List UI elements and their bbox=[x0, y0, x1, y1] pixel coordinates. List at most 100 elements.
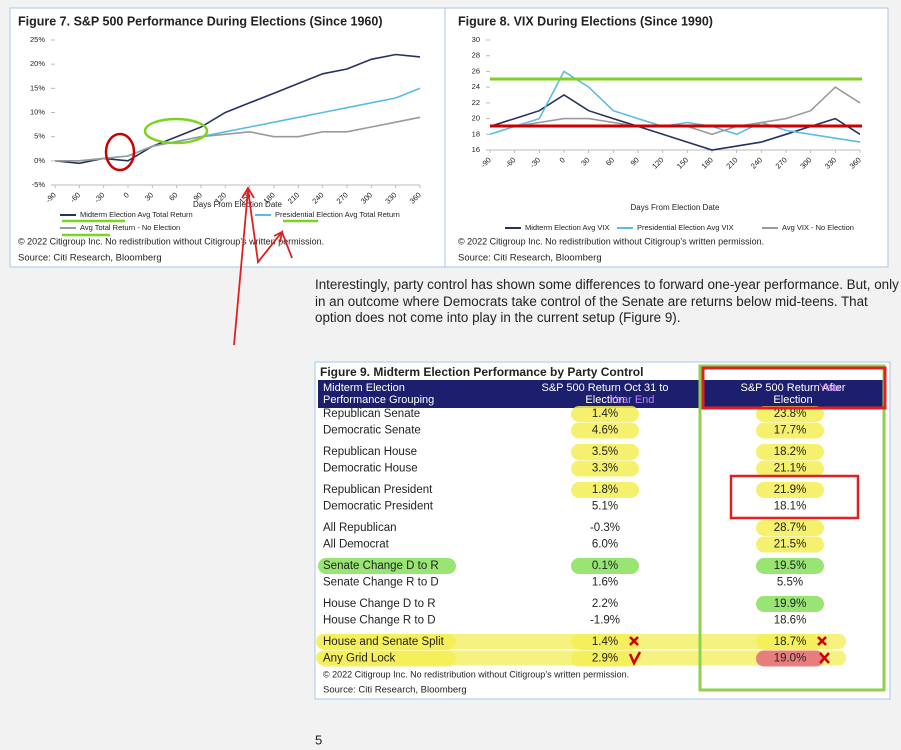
highlight bbox=[756, 460, 824, 477]
hand-annotations bbox=[62, 77, 887, 692]
row-label: Democratic House bbox=[323, 463, 418, 475]
highlight bbox=[756, 596, 824, 612]
y-tick-label: 28 bbox=[472, 51, 480, 60]
row-label: Democratic President bbox=[323, 501, 434, 513]
cell-value: 6.0% bbox=[592, 539, 618, 551]
cell-value: -0.3% bbox=[590, 522, 620, 534]
row-label: Republican House bbox=[323, 446, 417, 458]
cell-value: 19.0% bbox=[774, 653, 807, 665]
x-tick-label: 0 bbox=[122, 190, 131, 199]
cell-value: 5.5% bbox=[777, 577, 803, 589]
footnote: © 2022 Citigroup Inc. No redistribution … bbox=[323, 669, 629, 679]
chart-title: Figure 7. S&P 500 Performance During Ele… bbox=[18, 14, 382, 28]
row-label: Any Grid Lock bbox=[323, 653, 395, 665]
highlight bbox=[571, 482, 639, 498]
legend-label: Avg VIX - No Election bbox=[782, 223, 854, 232]
row-label: Senate Change R to D bbox=[323, 577, 439, 589]
series-line bbox=[55, 116, 421, 162]
table-title: Figure 9. Midterm Election Performance b… bbox=[320, 365, 643, 379]
y-tick-label: 5% bbox=[34, 132, 45, 141]
highlight bbox=[756, 482, 824, 498]
red-arrows bbox=[233, 189, 293, 346]
y-tick-label: 22 bbox=[472, 98, 480, 107]
row-label: House and Senate Split bbox=[323, 636, 445, 648]
red-marks bbox=[817, 636, 830, 664]
highlight bbox=[571, 634, 639, 650]
x-axis-label: Days From Election Date bbox=[631, 203, 720, 212]
cell-value: 2.2% bbox=[592, 598, 618, 610]
cell-value: 18.2% bbox=[774, 446, 807, 458]
y-tick-label: 20 bbox=[472, 114, 480, 123]
row-label: Republican Senate bbox=[323, 408, 420, 420]
y-tick-label: 18 bbox=[472, 129, 480, 138]
y-tick-label: 15% bbox=[30, 83, 45, 92]
cell-value: 17.7% bbox=[774, 425, 807, 437]
column-header: Midterm Election Performance Grouping bbox=[323, 382, 434, 406]
highlight bbox=[756, 406, 824, 422]
cell-value: 1.6% bbox=[592, 577, 618, 589]
cell-value: 21.1% bbox=[774, 463, 807, 475]
y-tick-label: 24 bbox=[472, 82, 480, 91]
y-tick-label: 20% bbox=[30, 59, 45, 68]
red-circle bbox=[104, 132, 136, 172]
cell-value: 18.6% bbox=[774, 615, 807, 627]
cell-value: 21.5% bbox=[774, 539, 807, 551]
header-band bbox=[318, 380, 884, 408]
cell-value: 1.4% bbox=[592, 408, 618, 420]
y-tick-label: -5% bbox=[32, 180, 46, 189]
legend-label: Midterm Election Avg VIX bbox=[525, 223, 609, 232]
column-header: S&P 500 Return After Election bbox=[741, 382, 846, 406]
cell-value: 19.5% bbox=[774, 560, 807, 572]
legend-label: Presidential Election Avg VIX bbox=[637, 223, 734, 232]
cell-value: 4.6% bbox=[592, 425, 618, 437]
highlight bbox=[756, 422, 824, 439]
row-label: All Republican bbox=[323, 522, 397, 534]
cell-value: 1.4% bbox=[592, 636, 618, 648]
source: Source: Citi Research, Bloomberg bbox=[18, 253, 162, 264]
x-tick-label: 0 bbox=[558, 155, 567, 164]
y-tick-label: 10% bbox=[30, 107, 45, 116]
cell-value: -1.9% bbox=[590, 615, 620, 627]
highlight bbox=[318, 650, 456, 667]
highlight bbox=[318, 558, 456, 574]
row-label: House Change D to R bbox=[323, 598, 436, 610]
series-line bbox=[489, 70, 861, 143]
red-marks bbox=[628, 636, 642, 666]
row-label: Senate Change D to R bbox=[323, 560, 439, 572]
arrow-head bbox=[241, 186, 255, 199]
series-line bbox=[54, 53, 421, 165]
y-tick-label: 25% bbox=[30, 35, 45, 44]
highlight bbox=[756, 520, 824, 536]
y-tick-label: 0% bbox=[34, 156, 45, 165]
highlight bbox=[318, 634, 456, 650]
cell-value: 28.7% bbox=[774, 522, 807, 534]
legend-label: Midterm Election Avg Total Return bbox=[80, 210, 193, 219]
cell-value: 1.8% bbox=[592, 484, 618, 496]
highlight bbox=[756, 444, 824, 460]
highlight bbox=[571, 558, 639, 574]
row-label: All Democrat bbox=[323, 539, 390, 551]
cell-value: 2.9% bbox=[592, 653, 618, 665]
charts: Figure 7. S&P 500 Performance During Ele… bbox=[18, 14, 863, 263]
source: Source: Citi Research, Bloomberg bbox=[323, 685, 467, 696]
legend-label: Avg Total Return - No Election bbox=[80, 223, 180, 232]
row-label: Democratic Senate bbox=[323, 425, 421, 437]
cell-value: 19.9% bbox=[774, 598, 807, 610]
highlight bbox=[571, 406, 639, 422]
cell-value: 21.9% bbox=[774, 484, 807, 496]
red-box bbox=[701, 366, 887, 410]
chart-title: Figure 8. VIX During Elections (Since 19… bbox=[458, 14, 713, 28]
highlight bbox=[571, 460, 639, 477]
highlight bbox=[571, 650, 639, 667]
series-line bbox=[489, 94, 861, 151]
cell-value: 18.7% bbox=[774, 636, 807, 648]
row-label: Republican President bbox=[323, 484, 433, 496]
cell-value: 3.3% bbox=[592, 463, 618, 475]
handwritten-note: Year bbox=[819, 382, 842, 394]
footnote: © 2022 Citigroup Inc. No redistribution … bbox=[458, 236, 764, 246]
green-box bbox=[698, 364, 886, 692]
table: Figure 9. Midterm Election Performance b… bbox=[316, 365, 884, 696]
legend-label: Presidential Election Avg Total Return bbox=[275, 210, 400, 219]
